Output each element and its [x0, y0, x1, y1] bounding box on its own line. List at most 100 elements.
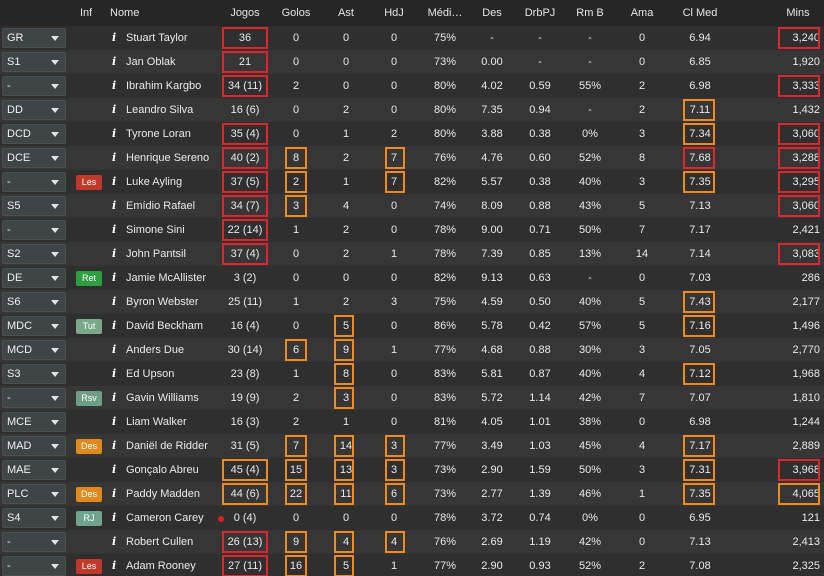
info-icon[interactable]: i [112, 103, 117, 116]
status-badge[interactable]: Les [76, 559, 102, 574]
table-row[interactable]: DE Ret i Jamie McAllister 3 (2) 0 0 0 82% 9.13 0.6… [0, 266, 824, 290]
info-icon[interactable]: i [112, 319, 117, 332]
position-select[interactable]: PLC [2, 484, 66, 504]
header-ama[interactable]: Ama [630, 7, 654, 19]
table-row[interactable]: GR i Stuart Taylor 36 0 0 0 75% - - - 0 6.94 3,240 [0, 26, 824, 50]
chevron-down-icon[interactable] [51, 420, 59, 425]
chevron-down-icon[interactable] [51, 348, 59, 353]
position-select[interactable]: - [2, 172, 66, 192]
table-row[interactable]: MDC Tut i David Beckham 16 (4) 0 5 0 86% 5.78 0.42… [0, 314, 824, 338]
position-select[interactable]: - [2, 388, 66, 408]
status-badge[interactable]: Tut [76, 319, 102, 334]
player-name[interactable]: Henrique Sereno [126, 152, 210, 164]
player-name[interactable]: Simone Sini [126, 224, 185, 236]
position-select[interactable]: MAD [2, 436, 66, 456]
position-select[interactable]: - [2, 76, 66, 96]
status-badge[interactable]: Ret [76, 271, 102, 286]
position-select[interactable]: S1 [2, 52, 66, 72]
header-drbpj[interactable]: DrbPJ [524, 7, 556, 19]
player-name[interactable]: Cameron Carey [126, 512, 204, 524]
table-row[interactable]: MAE i Gonçalo Abreu 45 (4) 15 13 3 73% 2.90 1.59 5… [0, 458, 824, 482]
table-row[interactable]: DCE i Henrique Sereno 40 (2) 8 2 7 76% 4.76 0.60 5… [0, 146, 824, 170]
player-name[interactable]: Jamie McAllister [126, 272, 207, 284]
position-select[interactable]: MAE [2, 460, 66, 480]
table-row[interactable]: - Les i Adam Rooney 27 (11) 16 5 1 77% 2.90 0.93 52… [0, 554, 824, 576]
table-row[interactable]: - i Robert Cullen 26 (13) 9 4 4 76% 2.69 1.19 42% 0… [0, 530, 824, 554]
status-badge[interactable]: Rsv [76, 391, 102, 406]
header-hdj[interactable]: HdJ [384, 7, 404, 19]
info-icon[interactable]: i [112, 415, 117, 428]
table-row[interactable]: DD i Leandro Silva 16 (6) 0 2 0 80% 7.35 0.94 - 2 7.… [0, 98, 824, 122]
table-row[interactable]: S2 i John Pantsil 37 (4) 0 2 1 78% 7.39 0.85 13% 14… [0, 242, 824, 266]
header-golos[interactable]: Golos [281, 7, 311, 19]
player-name[interactable]: Jan Oblak [126, 56, 176, 68]
player-name[interactable]: Byron Webster [126, 296, 199, 308]
chevron-down-icon[interactable] [51, 84, 59, 89]
table-row[interactable]: - Les i Luke Ayling 37 (5) 2 1 7 82% 5.57 0.38 40% 3… [0, 170, 824, 194]
info-icon[interactable]: i [112, 343, 117, 356]
info-icon[interactable]: i [112, 271, 117, 284]
info-icon[interactable]: i [112, 559, 117, 572]
position-select[interactable]: S4 [2, 508, 66, 528]
info-icon[interactable]: i [112, 439, 117, 452]
position-select[interactable]: S5 [2, 196, 66, 216]
player-name[interactable]: Daniël de Ridder [126, 440, 208, 452]
info-icon[interactable]: i [112, 487, 117, 500]
info-icon[interactable]: i [112, 511, 117, 524]
chevron-down-icon[interactable] [51, 180, 59, 185]
status-badge[interactable]: RJ [76, 511, 102, 526]
player-name[interactable]: Gavin Williams [126, 392, 199, 404]
position-select[interactable]: S2 [2, 244, 66, 264]
position-select[interactable]: MCD [2, 340, 66, 360]
chevron-down-icon[interactable] [51, 540, 59, 545]
position-select[interactable]: MCE [2, 412, 66, 432]
player-name[interactable]: Tyrone Loran [126, 128, 191, 140]
info-icon[interactable]: i [112, 55, 117, 68]
player-name[interactable]: Leandro Silva [126, 104, 194, 116]
position-select[interactable]: DCE [2, 148, 66, 168]
info-icon[interactable]: i [112, 127, 117, 140]
info-icon[interactable]: i [112, 535, 117, 548]
chevron-down-icon[interactable] [51, 396, 59, 401]
table-row[interactable]: PLC Des i Paddy Madden 44 (6) 22 11 6 73% 2.77 1.3… [0, 482, 824, 506]
table-row[interactable]: MCE i Liam Walker 16 (3) 2 1 0 81% 4.05 1.01 38% 0 6… [0, 410, 824, 434]
status-badge[interactable]: Les [76, 175, 102, 190]
table-row[interactable]: MCD i Anders Due 30 (14) 6 9 1 77% 4.68 0.88 30% 3 7… [0, 338, 824, 362]
header-rmb[interactable]: Rm B [576, 7, 604, 19]
info-icon[interactable]: i [112, 175, 117, 188]
chevron-down-icon[interactable] [51, 468, 59, 473]
info-icon[interactable]: i [112, 223, 117, 236]
player-name[interactable]: John Pantsil [126, 248, 186, 260]
player-name[interactable]: Ed Upson [126, 368, 175, 380]
header-clmed[interactable]: Cl Med [682, 7, 718, 19]
chevron-down-icon[interactable] [51, 36, 59, 41]
header-ast[interactable]: Ast [338, 7, 354, 19]
info-icon[interactable]: i [112, 199, 117, 212]
chevron-down-icon[interactable] [51, 228, 59, 233]
position-select[interactable]: DD [2, 100, 66, 120]
table-row[interactable]: - i Ibrahim Kargbo 34 (11) 2 0 0 80% 4.02 0.59 55%… [0, 74, 824, 98]
table-row[interactable]: S3 i Ed Upson 23 (8) 1 8 0 83% 5.81 0.87 40% 4 7.12 1… [0, 362, 824, 386]
position-select[interactable]: DCD [2, 124, 66, 144]
info-icon[interactable]: i [112, 295, 117, 308]
position-select[interactable]: GR [2, 28, 66, 48]
position-select[interactable]: - [2, 532, 66, 552]
table-row[interactable]: S4 RJ i Cameron Carey 0 (4) 0 0 0 78% 3.72 0.74 0% 0… [0, 506, 824, 530]
info-icon[interactable]: i [112, 391, 117, 404]
player-name[interactable]: Anders Due [126, 344, 185, 356]
chevron-down-icon[interactable] [51, 516, 59, 521]
player-name[interactable]: Ibrahim Kargbo [126, 80, 202, 92]
table-row[interactable]: MAD Des i Daniël de Ridder 31 (5) 7 14 3 77% 3.49… [0, 434, 824, 458]
info-icon[interactable]: i [112, 247, 117, 260]
chevron-down-icon[interactable] [51, 204, 59, 209]
chevron-down-icon[interactable] [51, 492, 59, 497]
chevron-down-icon[interactable] [51, 444, 59, 449]
player-name[interactable]: Stuart Taylor [126, 32, 188, 44]
position-select[interactable]: S6 [2, 292, 66, 312]
player-name[interactable]: Adam Rooney [126, 560, 196, 572]
chevron-down-icon[interactable] [51, 324, 59, 329]
info-icon[interactable]: i [112, 151, 117, 164]
info-icon[interactable]: i [112, 31, 117, 44]
info-icon[interactable]: i [112, 367, 117, 380]
position-select[interactable]: - [2, 556, 66, 576]
